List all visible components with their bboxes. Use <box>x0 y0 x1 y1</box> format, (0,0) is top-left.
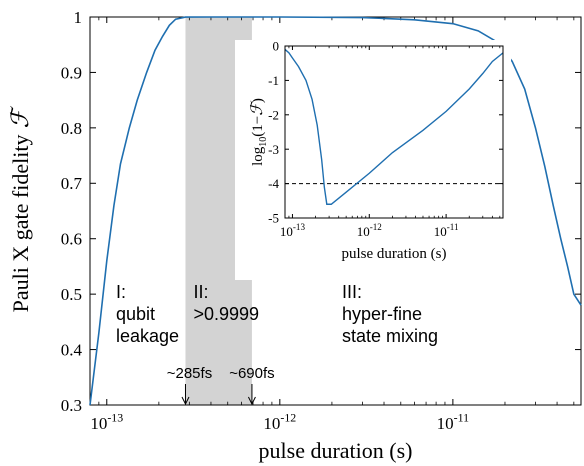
inset-y-axis-label-symbol: ℱ <box>249 100 266 116</box>
inset-y-tick-label: -5 <box>268 211 279 226</box>
main-x-tick-label: 10-12 <box>263 410 296 433</box>
inset-plot-frame <box>284 45 504 219</box>
inset-y-axis-label: log10(1−ℱ) <box>249 98 269 166</box>
annotation-region-i-line-1: I: <box>116 282 126 302</box>
inset-y-tick-label: -4 <box>268 176 279 191</box>
svg-text:Pauli X gate fidelityℱ: Pauli X gate fidelity ℱ <box>8 106 34 313</box>
arrow-label-285fs: ~285fs <box>167 365 212 382</box>
main-x-axis-label: pulse duration (s) <box>259 438 413 463</box>
annotation-region-ii: II: >0.9999 <box>193 282 259 324</box>
inset-y-tick-label: -2 <box>268 107 279 122</box>
inset-y-tick-label: 0 <box>273 39 280 54</box>
annotation-region-iii-line-2: hyper-fine <box>342 304 422 324</box>
arrow-head <box>247 396 256 406</box>
inset-x-tick-label: 10-11 <box>434 222 459 239</box>
inset-x-tick-label: 10-13 <box>280 222 306 239</box>
main-y-tick-label: 1 <box>74 8 83 27</box>
inset-background <box>235 40 511 280</box>
main-y-tick-label: 0.6 <box>61 230 82 249</box>
annotation-region-i-line-3: leakage <box>116 326 179 346</box>
annotation-region-iii: III: hyper-fine state mixing <box>342 282 438 346</box>
main-y-tick-label: 0.9 <box>61 63 82 82</box>
inset-y-axis-label-prefix: log <box>250 146 266 166</box>
inset-y-axis-label-suffix: (1− <box>250 116 266 137</box>
inset-y-tick-label: -3 <box>268 142 279 157</box>
annotation-region-iii-line-1: III: <box>342 282 362 302</box>
inset-x-tick-label: 10-12 <box>357 222 383 239</box>
inset-x-tick-label-exp: -12 <box>370 222 383 232</box>
main-y-tick-label: 0.7 <box>61 174 83 193</box>
main-x-tick-label-base: 10 <box>437 414 454 433</box>
annotation-region-iii-line-3: state mixing <box>342 326 438 346</box>
arrows <box>181 384 256 406</box>
main-y-tick-label: 0.8 <box>61 119 82 138</box>
main-x-tick-label-exp: -13 <box>107 410 123 424</box>
main-x-tick-label-base: 10 <box>90 414 107 433</box>
main-x-tick-label: 10-11 <box>437 410 469 433</box>
inset-y-tick-label: -1 <box>268 73 279 88</box>
inset-y-axis-label-sub: 10 <box>258 137 269 147</box>
main-x-tick-label-exp: -11 <box>454 410 469 424</box>
inset-log-error-line <box>284 48 504 205</box>
main-x-tick-label-exp: -12 <box>280 410 296 424</box>
inset-x-tick-label-base: 10 <box>434 224 447 239</box>
annotation-region-ii-line-2: >0.9999 <box>193 304 259 324</box>
inset-y-axis-label-close: ) <box>250 98 266 103</box>
arrow-head <box>181 396 190 406</box>
annotation-region-i-line-2: qubit <box>116 304 155 324</box>
main-x-tick-label-base: 10 <box>263 414 280 433</box>
inset-x-axis-label: pulse duration (s) <box>342 246 447 262</box>
main-x-tick-label: 10-13 <box>90 410 123 433</box>
main-y-tick-label: 0.3 <box>61 396 82 415</box>
inset-chart: 0-1-2-3-4-510-13 10-12 10-11 pulse duratio… <box>235 39 511 280</box>
main-fidelity-line <box>89 16 582 406</box>
annotation-region-ii-line-1: II: <box>193 282 208 302</box>
main-y-axis-label-symbol: ℱ <box>8 106 34 129</box>
inset-ticks: 0-1-2-3-4-510-13 10-12 10-11 <box>268 39 503 239</box>
main-y-tick-label: 0.4 <box>61 341 83 360</box>
inset-x-tick-label-exp: -13 <box>293 222 306 232</box>
annotation-region-i: I: qubit leakage <box>116 282 179 346</box>
inset-x-tick-label-base: 10 <box>357 224 370 239</box>
main-y-axis-label: Pauli X gate fidelity ℱ <box>8 106 34 313</box>
main-y-axis-label-text: Pauli X gate fidelity <box>8 135 33 313</box>
arrow-label-690fs: ~690fs <box>229 365 274 382</box>
main-y-tick-label: 0.5 <box>61 285 82 304</box>
inset-x-tick-label-base: 10 <box>280 224 293 239</box>
inset-x-tick-label-exp: -11 <box>447 222 459 232</box>
